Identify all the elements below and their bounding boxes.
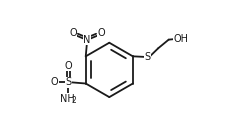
Text: O: O	[69, 28, 76, 38]
Text: O: O	[50, 77, 58, 87]
Text: O: O	[64, 61, 72, 71]
Text: 2: 2	[71, 96, 76, 105]
Text: O: O	[97, 28, 104, 38]
Text: N: N	[83, 35, 90, 45]
Text: S: S	[65, 77, 71, 87]
Text: NH: NH	[60, 94, 75, 104]
Text: S: S	[144, 52, 150, 62]
Text: OH: OH	[172, 34, 187, 44]
